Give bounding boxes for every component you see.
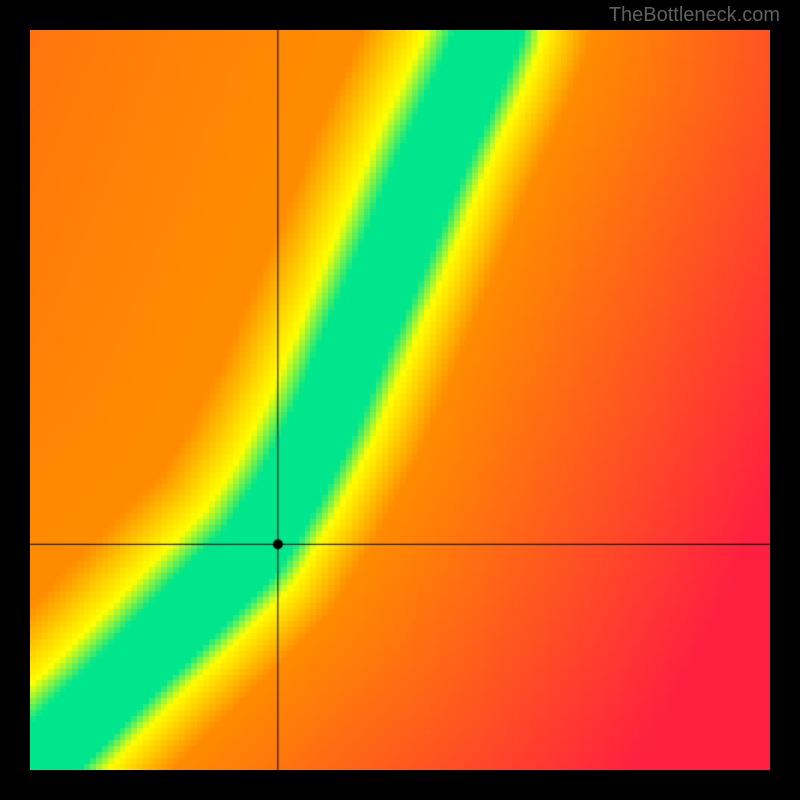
watermark-text: TheBottleneck.com — [609, 4, 780, 27]
heatmap-canvas — [30, 30, 770, 770]
chart-container: TheBottleneck.com — [0, 0, 800, 800]
heatmap-plot — [30, 30, 770, 770]
